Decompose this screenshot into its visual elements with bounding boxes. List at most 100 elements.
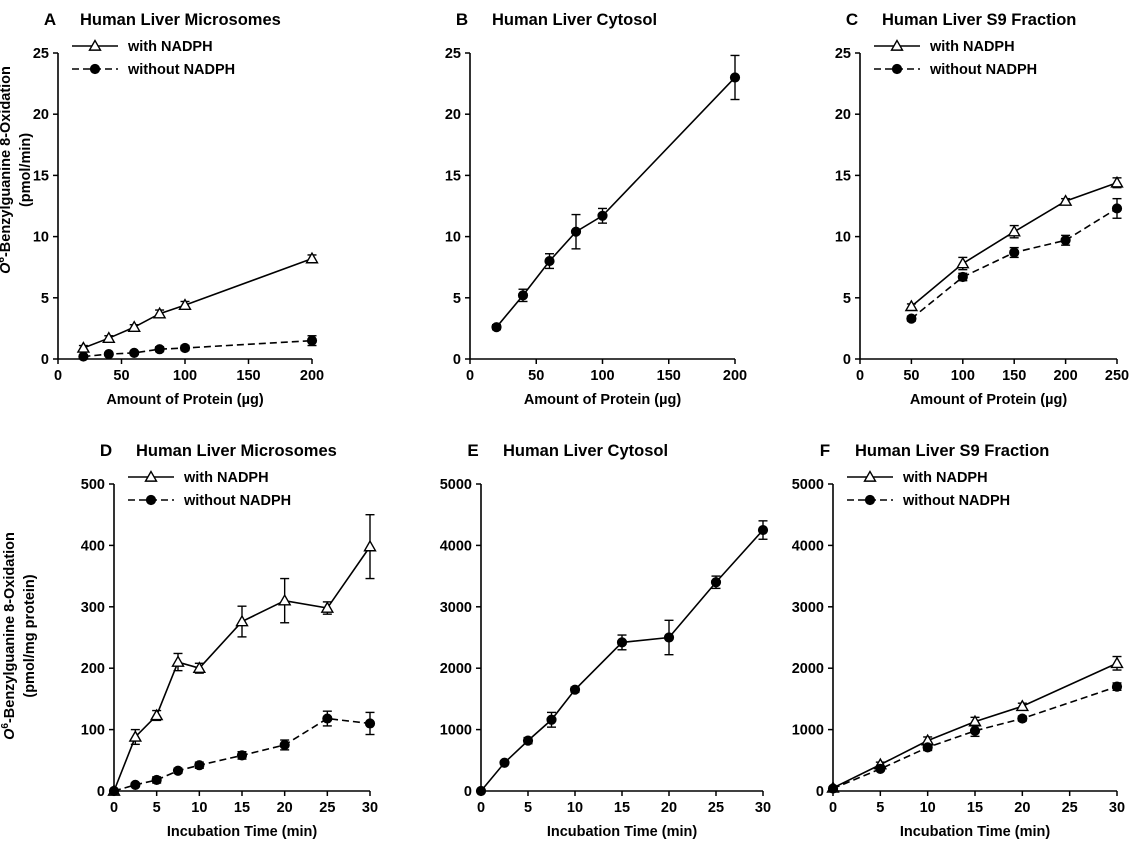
y-tick-label: 1000 xyxy=(792,723,824,739)
data-point-circle xyxy=(322,713,333,724)
y-tick-label: 20 xyxy=(835,107,851,123)
series-2 xyxy=(108,710,376,797)
legend-label: with NADPH xyxy=(183,470,269,486)
data-point-circle xyxy=(864,494,876,506)
series-1 xyxy=(491,54,741,333)
data-point-circle xyxy=(729,72,741,83)
panel-title: Human Liver Cytosol xyxy=(503,442,668,460)
data-point-circle xyxy=(969,725,981,736)
data-point-circle xyxy=(130,779,141,790)
data-point-circle xyxy=(1017,713,1028,724)
panel-letter: F xyxy=(820,441,830,460)
x-axis-title: Incubation Time (min) xyxy=(900,824,1051,840)
x-tick-label: 100 xyxy=(590,368,614,384)
y-tick-label: 0 xyxy=(843,352,851,368)
x-tick-label: 0 xyxy=(829,800,837,816)
legend: with NADPH without NADPH xyxy=(847,470,1010,509)
data-point-circle xyxy=(616,637,628,648)
series-line xyxy=(480,529,764,792)
x-tick-label: 50 xyxy=(903,368,919,384)
series-1 xyxy=(76,251,319,353)
data-point-circle xyxy=(827,783,839,794)
y-tick-label: 5 xyxy=(843,291,851,307)
series-1 xyxy=(107,514,377,796)
y-tick-label: 20 xyxy=(445,107,461,123)
panel-letter: A xyxy=(44,10,56,29)
y-tick-label: 2000 xyxy=(792,661,824,677)
legend: with NADPH without NADPH xyxy=(874,39,1037,78)
series-line xyxy=(910,181,1118,307)
data-point-circle xyxy=(569,684,581,695)
x-tick-label: 25 xyxy=(319,800,335,816)
data-point-circle xyxy=(517,290,529,301)
x-axis-title: Amount of Protein (µg) xyxy=(106,392,264,408)
y-tick-label: 0 xyxy=(816,784,824,800)
legend-label: without NADPH xyxy=(929,62,1037,78)
data-point-circle xyxy=(757,524,769,536)
series-1 xyxy=(904,175,1124,312)
y-tick-label: 10 xyxy=(445,230,461,246)
y-tick-label: 300 xyxy=(81,600,105,616)
x-axis-title: Incubation Time (min) xyxy=(167,824,318,840)
data-point-circle xyxy=(172,765,184,776)
x-tick-label: 100 xyxy=(173,368,197,384)
data-point-circle xyxy=(145,494,157,506)
data-point-circle xyxy=(491,322,502,333)
data-point-circle xyxy=(108,785,120,797)
x-axis-title: Amount of Protein (µg) xyxy=(524,392,682,408)
data-point-circle xyxy=(154,344,165,355)
series-line xyxy=(832,662,1118,789)
panel-letter: C xyxy=(846,10,858,29)
y-tick-label: 20 xyxy=(33,107,49,123)
x-axis-title: Incubation Time (min) xyxy=(547,824,698,840)
data-point-circle xyxy=(1009,247,1020,258)
x-tick-label: 50 xyxy=(528,368,544,384)
x-tick-label: 5 xyxy=(524,800,532,816)
legend-label: with NADPH xyxy=(902,470,988,486)
x-tick-label: 30 xyxy=(1109,800,1125,816)
y-tick-label: 25 xyxy=(445,46,461,62)
data-point-circle xyxy=(906,313,917,324)
y-axis-label-bottom: O6-Benzylguanine 8-Oxidation (pmol/mg pro… xyxy=(0,532,38,740)
x-tick-label: 10 xyxy=(191,800,207,816)
series-2 xyxy=(906,197,1123,324)
y-tick-label: 25 xyxy=(835,46,851,62)
panel-b: 0 50 100 150 200 0 5 10 15 20 25 B Human Liver Cytos… xyxy=(445,10,747,408)
series-line xyxy=(83,257,313,349)
y-tick-label: 10 xyxy=(33,230,49,246)
x-tick-label: 20 xyxy=(1014,800,1030,816)
data-point-circle xyxy=(78,351,89,362)
legend-label: with NADPH xyxy=(127,39,213,55)
legend-label: without NADPH xyxy=(127,62,235,78)
data-point-circle xyxy=(279,739,290,751)
y-axis-title: O6-Benzylguanine 8-Oxidation xyxy=(0,532,18,740)
data-point-circle xyxy=(597,210,608,221)
data-point-circle xyxy=(1111,681,1123,692)
panel-f: 0 5 10 15 20 25 30 0 1000 2000 3000 4000 5000 F Human … xyxy=(792,441,1125,840)
x-tick-label: 150 xyxy=(236,368,260,384)
x-tick-label: 5 xyxy=(876,800,884,816)
x-tick-label: 250 xyxy=(1105,368,1129,384)
y-axis-title: O6-Benzylguanine 8-Oxidation xyxy=(0,66,14,274)
y-tick-label: 200 xyxy=(81,661,105,677)
data-point-triangle xyxy=(102,331,116,344)
panel-title: Human Liver S9 Fraction xyxy=(882,11,1076,29)
data-point-circle xyxy=(499,757,510,768)
data-point-circle xyxy=(236,750,248,761)
data-point-triangle xyxy=(1007,224,1021,237)
x-tick-label: 0 xyxy=(856,368,864,384)
y-tick-label: 0 xyxy=(453,352,461,368)
data-point-triangle xyxy=(1110,656,1124,669)
y-tick-label: 25 xyxy=(33,46,49,62)
y-tick-label: 500 xyxy=(81,477,105,493)
data-point-circle xyxy=(89,63,101,75)
x-tick-label: 150 xyxy=(1002,368,1026,384)
y-axis-unit: (pmol/mg protein) xyxy=(22,574,38,697)
data-point-circle xyxy=(710,577,722,588)
y-tick-label: 5 xyxy=(453,291,461,307)
y-tick-label: 3000 xyxy=(440,600,472,616)
data-point-circle xyxy=(129,347,140,358)
y-tick-label: 5000 xyxy=(440,477,472,493)
